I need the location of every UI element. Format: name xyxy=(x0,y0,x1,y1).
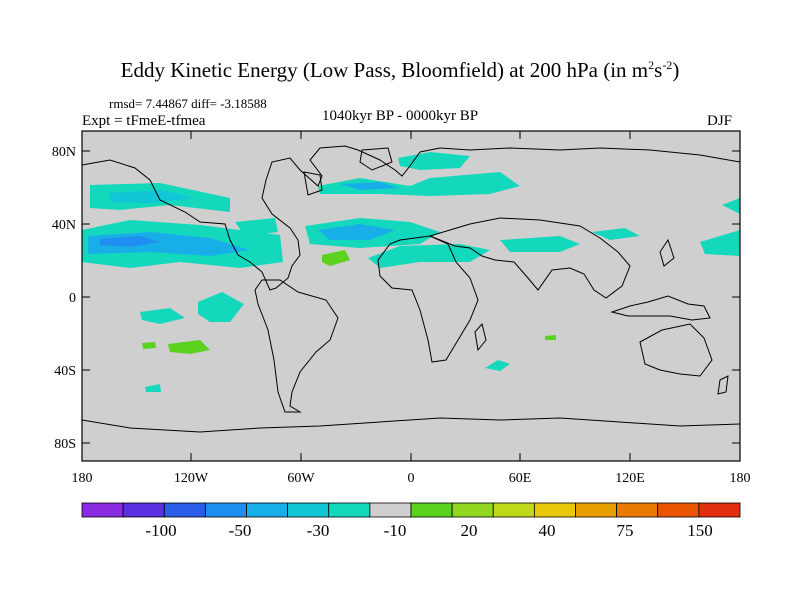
colorbar-swatch xyxy=(410,502,453,518)
colorbar-label: 40 xyxy=(539,521,556,540)
experiment-label: Expt = tFmeE-tfmea xyxy=(82,113,206,129)
ytick-label: 0 xyxy=(69,291,76,306)
colorbar-label: -30 xyxy=(307,521,330,540)
colorbar-swatch xyxy=(533,502,576,518)
colorbar-swatch xyxy=(246,502,289,518)
xtick-label: 180 xyxy=(72,471,93,486)
xtick-label: 180 xyxy=(730,471,751,486)
colorbar-swatch xyxy=(369,502,412,518)
xtick-label: 120W xyxy=(174,471,209,486)
colorbar-label: -10 xyxy=(384,521,407,540)
colorbar-swatch xyxy=(492,502,535,518)
xtick-label: 0 xyxy=(408,471,415,486)
ytick-label: 40N xyxy=(52,218,76,233)
stats-text: rmsd= 7.44867 diff= -3.18588 xyxy=(109,96,267,111)
season-label: DJF xyxy=(707,113,733,129)
colorbar-label: 20 xyxy=(461,521,478,540)
colorbar-swatch xyxy=(451,502,494,518)
colorbar-swatch xyxy=(698,502,741,518)
ytick-label: 80N xyxy=(52,145,76,160)
colorbar-label: -100 xyxy=(145,521,176,540)
colorbar-label: 150 xyxy=(687,521,713,540)
colorbar-swatch xyxy=(81,502,124,518)
colorbar-swatch xyxy=(328,502,371,518)
axis-ticks xyxy=(81,131,741,461)
plot-title: Eddy Kinetic Energy (Low Pass, Bloomfiel… xyxy=(120,58,680,82)
colorbar-label: -50 xyxy=(229,521,252,540)
ytick-label: 80S xyxy=(54,437,76,452)
coastlines xyxy=(81,145,741,433)
xtick-label: 120E xyxy=(615,471,645,486)
xtick-label: 60W xyxy=(287,471,315,486)
colorbar-label: 75 xyxy=(617,521,634,540)
colorbar-swatch xyxy=(163,502,206,518)
period-label: 1040kyr BP - 0000kyr BP xyxy=(322,108,479,124)
colorbar xyxy=(81,502,741,518)
colorbar-swatch xyxy=(287,502,330,518)
colorbar-swatch xyxy=(575,502,618,518)
colorbar-swatch xyxy=(122,502,165,518)
colorbar-swatch xyxy=(204,502,247,518)
colorbar-swatch xyxy=(616,502,659,518)
colorbar-swatch xyxy=(657,502,700,518)
map-background xyxy=(82,131,740,461)
anomaly-shading xyxy=(82,152,740,392)
ytick-label: 40S xyxy=(54,364,76,379)
xtick-label: 60E xyxy=(509,471,532,486)
